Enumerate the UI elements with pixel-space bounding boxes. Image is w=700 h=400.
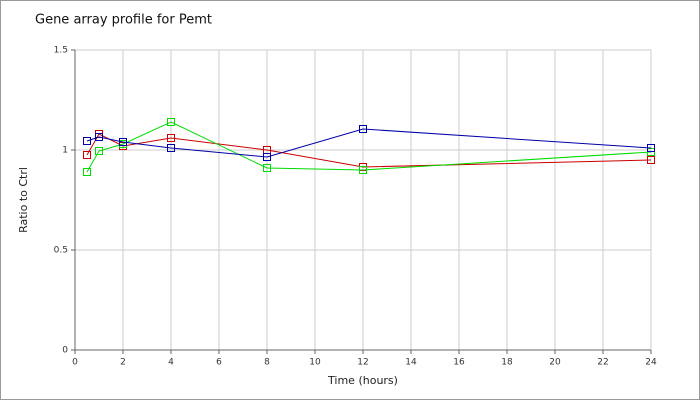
point-marker [167,134,175,142]
point-marker [95,133,103,141]
chart-title: Gene array profile for Pemt [35,13,212,28]
point-marker [647,156,655,164]
x-tick-label: 14 [405,358,417,368]
point-marker [83,151,91,159]
x-tick-label: 10 [309,358,321,368]
x-tick-label: 0 [72,358,78,368]
point-marker [263,153,271,161]
x-tick-label: 2 [120,358,126,368]
y-tick-label: 0.5 [54,246,68,256]
x-tick-label: 20 [549,358,561,368]
point-marker [167,144,175,152]
y-axis-label: Ratio to Ctrl [17,167,30,233]
x-tick-label: 6 [216,358,222,368]
series-line [86,128,652,158]
point-marker [359,166,367,174]
series-line [86,121,652,173]
x-tick-label: 4 [168,358,174,368]
point-marker [167,118,175,126]
y-tick-label: 0 [62,346,68,356]
x-tick-label: 16 [453,358,465,368]
x-tick-label: 18 [501,358,513,368]
point-marker [647,144,655,152]
point-marker [83,137,91,145]
y-tick-label: 1 [62,146,68,156]
point-marker [263,164,271,172]
x-axis-label: Time (hours) [327,374,398,387]
x-tick-label: 22 [597,358,608,368]
point-marker [83,168,91,176]
point-marker [359,125,367,133]
x-tick-label: 8 [264,358,270,368]
x-tick-label: 24 [645,358,657,368]
point-marker [95,147,103,155]
x-tick-label: 12 [357,358,368,368]
y-tick-label: 1.5 [54,46,68,56]
point-marker [119,138,127,146]
